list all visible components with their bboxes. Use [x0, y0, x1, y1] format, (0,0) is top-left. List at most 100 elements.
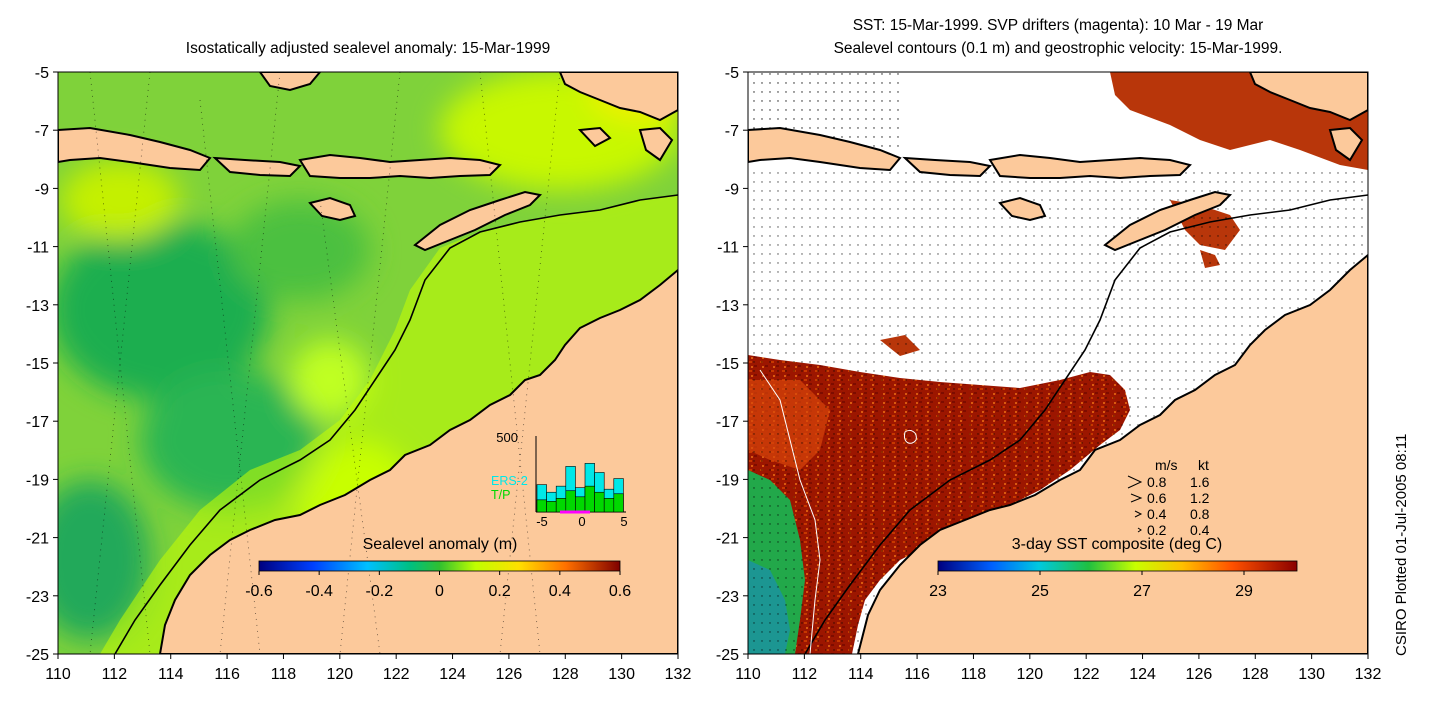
java-land [58, 126, 212, 172]
y-tick-label: -7 [35, 123, 49, 140]
sla-low-patch [58, 480, 150, 640]
velocity-legend-ms: 0.2 [1147, 522, 1167, 538]
histogram-xtick: 5 [620, 514, 627, 529]
australia-land [158, 268, 678, 654]
arrow-glyph-0.8 [1127, 475, 1143, 489]
x-tick-label: 114 [848, 666, 874, 683]
x-tick-label: 112 [102, 666, 128, 683]
y-tick-label: -25 [26, 647, 49, 664]
sealevel-anomaly-map [58, 72, 678, 654]
x-tick-label: 128 [1242, 666, 1269, 683]
timor-land [1103, 190, 1233, 252]
x-tick-label: 120 [1016, 666, 1043, 683]
velocity-legend-kt-header: kt [1198, 457, 1209, 473]
y-tick-label: -23 [26, 589, 49, 606]
histogram-bar-tp [565, 490, 576, 513]
x-tick-label: 122 [383, 666, 410, 683]
velocity-legend-kt: 1.6 [1190, 474, 1210, 490]
colorbar-tick-label: 27 [1133, 583, 1151, 600]
arrow-glyph-0.4 [1134, 510, 1143, 518]
y-tick-label: -21 [26, 531, 49, 548]
x-tick-label: 118 [961, 666, 987, 683]
y-tick-label: -17 [716, 414, 739, 431]
y-tick-label: -19 [26, 472, 49, 489]
sulawesi-land [258, 72, 322, 92]
y-tick-label: -23 [716, 589, 739, 606]
sla-colorbar [258, 560, 621, 572]
y-tick-label: -21 [716, 531, 739, 548]
sst-isotherm [903, 429, 917, 444]
colorbar-tick-label: -0.4 [305, 583, 333, 600]
x-tick-label: 110 [735, 666, 761, 683]
velocity-legend-ms: 0.4 [1147, 506, 1167, 522]
x-tick-label: 132 [1355, 666, 1382, 683]
y-tick-label: -13 [716, 298, 739, 315]
y-tick-label: -19 [716, 472, 739, 489]
timor-land [413, 190, 543, 252]
sst-velocity-map [748, 72, 1368, 654]
java-land [748, 126, 902, 172]
colorbar-tick-label: -0.6 [245, 583, 273, 600]
land-masses [58, 72, 678, 654]
bali-lombok-land [212, 156, 303, 178]
left-map-title: Isostatically adjusted sealevel anomaly:… [185, 40, 551, 57]
histogram-xtick: 0 [578, 514, 585, 529]
x-tick-label: 126 [496, 666, 523, 683]
x-tick-label: 130 [1298, 666, 1325, 683]
velocity-legend-ms: 0.6 [1147, 490, 1167, 506]
colorbar-tick-label: 29 [1235, 583, 1253, 600]
histogram-bar-tp [594, 491, 605, 513]
y-tick-label: -7 [725, 123, 739, 140]
histogram-bar-tp [536, 499, 547, 513]
velocity-legend-ms-header: m/s [1155, 457, 1178, 473]
x-tick-label: 110 [45, 666, 71, 683]
sla-low-patch [58, 220, 270, 400]
new-guinea-land [1248, 72, 1368, 122]
small-island [1328, 126, 1364, 162]
sla-colorbar-ticks: -0.6 -0.4 -0.2 0 0.2 0.4 0.6 [245, 571, 631, 600]
histogram-legend-tp: T/P [491, 488, 510, 502]
histogram-bars [536, 463, 624, 513]
altimeter-tracks [89, 72, 561, 654]
colorbar-tick-label: -0.2 [366, 583, 394, 600]
velocity-legend: m/s kt 0.8 1.6 0.6 1.2 0.4 0.8 0.2 0.4 [1127, 457, 1210, 538]
colorbar-tick-label: 0.6 [609, 583, 631, 600]
sla-high-patch [60, 160, 180, 240]
x-tick-label: 122 [1073, 666, 1100, 683]
sst-colorbar-ticks: 23 25 27 29 [929, 571, 1253, 600]
y-tick-label: -15 [716, 356, 739, 373]
velocity-legend-kt: 1.2 [1190, 490, 1210, 506]
altimeter-histogram: 500 ERS-2 T/P -5 0 5 [491, 430, 628, 529]
colorbar-tick-label: 23 [929, 583, 947, 600]
x-tick-label: 118 [271, 666, 297, 683]
isobath-contour [114, 194, 678, 654]
y-tick-label: -9 [725, 181, 739, 198]
sst-isotherm [759, 369, 821, 654]
y-tick-label: -5 [35, 65, 49, 82]
velocity-legend-kt: 0.8 [1190, 506, 1210, 522]
histogram-ymax-label: 500 [496, 430, 518, 445]
sla-colorbar-title: Sealevel anomaly (m) [363, 536, 518, 553]
x-tick-label: 116 [214, 666, 240, 683]
sst-colorbar-title: 3-day SST composite (deg C) [1012, 536, 1222, 553]
arrow-glyph-0.2 [1137, 527, 1142, 533]
histogram-bar-tp [613, 493, 624, 513]
colorbar-tick-label: 25 [1031, 583, 1049, 600]
histogram-xtick: -5 [536, 514, 548, 529]
histogram-bar-tp [584, 485, 595, 513]
right-map-title-line2: Sealevel contours (0.1 m) and geostrophi… [833, 40, 1283, 57]
sumba-land [998, 196, 1047, 222]
sealevel-contour [804, 194, 1368, 654]
histogram-bar-tp [546, 501, 557, 513]
histogram-bar-tp [555, 498, 567, 513]
x-tick-label: 124 [1129, 666, 1156, 683]
sumbawa-flores-land [988, 153, 1192, 180]
land-masses-right [748, 72, 1368, 654]
y-tick-label: -5 [725, 65, 739, 82]
x-tick-label: 132 [665, 666, 692, 683]
small-island [638, 126, 674, 162]
x-tick-label: 120 [326, 666, 353, 683]
y-tick-label: -15 [26, 356, 49, 373]
colorbar-tick-label: 0.2 [489, 583, 511, 600]
x-tick-label: 130 [608, 666, 635, 683]
